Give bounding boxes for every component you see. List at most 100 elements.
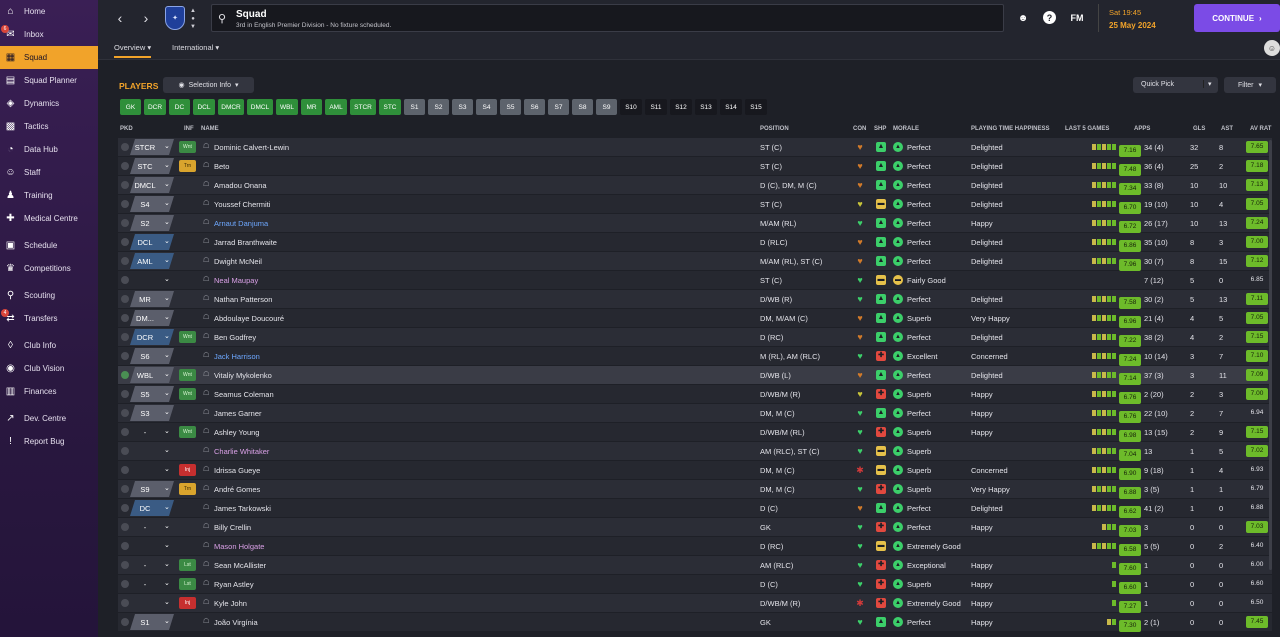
player-name[interactable]: Jarrad Branthwaite — [214, 238, 277, 247]
forward-arrow-icon[interactable]: › — [143, 10, 149, 26]
col-morale[interactable]: MORALE — [893, 126, 919, 132]
position-chip-s10[interactable]: S10 — [620, 99, 642, 115]
position-chip-dmcr[interactable]: DMCR — [218, 99, 244, 115]
position-chip-s14[interactable]: S14 — [720, 99, 742, 115]
player-name[interactable]: Neal Maupay — [214, 276, 259, 285]
position-select[interactable]: - ⌄ — [130, 576, 174, 592]
info-badge[interactable]: Wnt — [179, 426, 196, 438]
tab-international[interactable]: International ▾ — [172, 43, 220, 52]
table-row[interactable]: S3 ⌄ ☖ James Garner DM, M (C) ♥ ▲ ▲ Perfect Happy… — [118, 404, 1272, 423]
club-cycle-icon[interactable]: ▲ ● ▼ — [190, 8, 196, 30]
table-row[interactable]: DCR ⌄ Wnt ☖ Ben Godfrey D (RC) ♥ ▲ ▲ Perfect Delig… — [118, 328, 1272, 347]
col-apps[interactable]: APPS — [1134, 126, 1151, 132]
position-select[interactable]: ⌄ — [130, 443, 174, 459]
table-row[interactable]: DCL ⌄ ☖ Jarrad Branthwaite D (RLC) ♥ ▲ ▲ Perfect… — [118, 233, 1272, 252]
player-name[interactable]: Arnaut Danjuma — [214, 219, 269, 228]
position-chip-stcr[interactable]: STCR — [350, 99, 376, 115]
pick-toggle[interactable] — [121, 523, 129, 531]
table-row[interactable]: MR ⌄ ☖ Nathan Patterson D/WB (R) ♥ ▲ ▲ Perfect De… — [118, 290, 1272, 309]
position-select[interactable]: S6 ⌄ — [130, 348, 174, 364]
player-name[interactable]: Ben Godfrey — [214, 333, 257, 342]
table-row[interactable]: ⌄ ☖ Charlie Whitaker AM (RLC), ST (C) ♥ ▬ ▲ Sup… — [118, 442, 1272, 461]
player-name[interactable]: Mason Holgate — [214, 542, 265, 551]
pick-toggle[interactable] — [121, 143, 129, 151]
position-select[interactable]: ⌄ — [130, 538, 174, 554]
sidebar-item-competitions[interactable]: ♛ Competitions — [0, 257, 98, 280]
sidebar-item-tactics[interactable]: ▩ Tactics — [0, 115, 98, 138]
pick-toggle[interactable] — [121, 238, 129, 246]
table-row[interactable]: ⌄ Inj ☖ Idrissa Gueye DM, M (C) ✱ ▬ ▲ Superb Conc… — [118, 461, 1272, 480]
player-name[interactable]: James Tarkowski — [214, 504, 271, 513]
player-name[interactable]: Beto — [214, 162, 230, 171]
table-row[interactable]: STCR ⌄ Wnt ☖ Dominic Calvert-Lewin ST (C) ♥ ▲ ▲ P… — [118, 138, 1272, 157]
table-row[interactable]: ⌄ ☖ Neal Maupay ST (C) ♥ ▬ ▬ Fairly Good 7 (12) 5… — [118, 271, 1272, 289]
position-select[interactable]: - ⌄ — [130, 557, 174, 573]
pick-toggle[interactable] — [121, 447, 129, 455]
info-badge[interactable]: Wnt — [179, 141, 196, 153]
position-chip-s11[interactable]: S11 — [645, 99, 667, 115]
position-select[interactable]: DC ⌄ — [130, 500, 174, 516]
position-select[interactable]: AML ⌄ — [130, 253, 174, 269]
player-name[interactable]: Ryan Astley — [214, 580, 254, 589]
table-row[interactable]: S4 ⌄ ☖ Youssef Chermiti ST (C) ♥ ▬ ▲ Perfect Deli… — [118, 195, 1272, 214]
player-name[interactable]: Amadou Onana — [214, 181, 267, 190]
col-gls[interactable]: GLS — [1193, 126, 1206, 132]
pick-toggle[interactable] — [121, 466, 129, 474]
player-name[interactable]: Vitaliy Mykolenko — [214, 371, 272, 380]
position-chip-wbl[interactable]: WBL — [276, 99, 298, 115]
player-name[interactable]: Abdoulaye Doucouré — [214, 314, 285, 323]
position-select[interactable]: S5 ⌄ — [130, 386, 174, 402]
info-badge[interactable]: Lst — [179, 578, 196, 590]
pick-toggle[interactable] — [121, 599, 129, 607]
pick-toggle[interactable] — [121, 162, 129, 170]
info-badge[interactable]: Inj — [179, 597, 196, 609]
sidebar-item-inbox[interactable]: ✉ 6 Inbox — [0, 23, 98, 46]
info-badge[interactable]: Wnt — [179, 369, 196, 381]
position-select[interactable]: STCR ⌄ — [130, 139, 174, 155]
scrollbar[interactable] — [1269, 140, 1272, 570]
position-select[interactable]: ⌄ — [130, 272, 174, 288]
table-row[interactable]: - ⌄ Lst ☖ Sean McAllister AM (RLC) ♥ ✚ ▲ Exceptio… — [118, 556, 1272, 575]
player-name[interactable]: André Gomes — [214, 485, 261, 494]
position-select[interactable]: ⌄ — [130, 595, 174, 611]
position-select[interactable]: MR ⌄ — [130, 291, 174, 307]
player-name[interactable]: Seamus Coleman — [214, 390, 274, 399]
pick-toggle[interactable] — [121, 504, 129, 512]
player-name[interactable]: James Garner — [214, 409, 262, 418]
fm-logo[interactable]: FM — [1070, 13, 1084, 23]
position-chip-stc[interactable]: STC — [379, 99, 401, 115]
player-name[interactable]: Nathan Patterson — [214, 295, 273, 304]
position-chip-s7[interactable]: S7 — [548, 99, 569, 115]
player-name[interactable]: Billy Crellin — [214, 523, 252, 532]
position-select[interactable]: S4 ⌄ — [130, 196, 174, 212]
col-pkd[interactable]: PKD — [120, 126, 133, 132]
table-row[interactable]: ⌄ Inj ☖ Kyle John D/WB/M (R) ✱ ✚ ▲ Extremely Goo… — [118, 594, 1272, 613]
sidebar-item-squad[interactable]: ▦ Squad — [0, 46, 98, 69]
position-select[interactable]: S9 ⌄ — [130, 481, 174, 497]
sidebar-item-club-vision[interactable]: ◉ Club Vision — [0, 357, 98, 380]
position-select[interactable]: S3 ⌄ — [130, 405, 174, 421]
chevron-down-icon[interactable]: ▾ — [1203, 80, 1212, 88]
info-badge[interactable]: Trn — [179, 160, 196, 172]
table-row[interactable]: WBL ⌄ Wnt ☖ Vitaliy Mykolenko D/WB (L) ♥ ▲ ▲ Perf… — [118, 366, 1272, 385]
col-inf[interactable]: INF — [184, 126, 194, 132]
sidebar-item-squad-planner[interactable]: ▤ Squad Planner — [0, 69, 98, 92]
pick-toggle[interactable] — [121, 428, 129, 436]
position-chip-s3[interactable]: S3 — [452, 99, 473, 115]
position-chip-s8[interactable]: S8 — [572, 99, 593, 115]
col-position[interactable]: POSITION — [760, 126, 789, 132]
pick-toggle[interactable] — [121, 219, 129, 227]
pick-toggle[interactable] — [121, 390, 129, 398]
pick-toggle[interactable] — [121, 485, 129, 493]
col-con[interactable]: CON — [853, 126, 867, 132]
position-select[interactable]: DCL ⌄ — [130, 234, 174, 250]
col-ast[interactable]: AST — [1221, 126, 1233, 132]
player-name[interactable]: Kyle John — [214, 599, 247, 608]
position-chip-aml[interactable]: AML — [325, 99, 347, 115]
selection-info-button[interactable]: ◉ Selection Info ▾ — [163, 77, 254, 93]
sidebar-item-transfers[interactable]: ⇄ 4 Transfers — [0, 307, 98, 330]
player-name[interactable]: Dominic Calvert-Lewin — [214, 143, 290, 152]
position-select[interactable]: S2 ⌄ — [130, 215, 174, 231]
sidebar-item-report-bug[interactable]: ! Report Bug — [0, 430, 98, 453]
table-row[interactable]: DMCL ⌄ ☖ Amadou Onana D (C), DM, M (C) ♥ ▲ ▲ Per… — [118, 176, 1272, 195]
